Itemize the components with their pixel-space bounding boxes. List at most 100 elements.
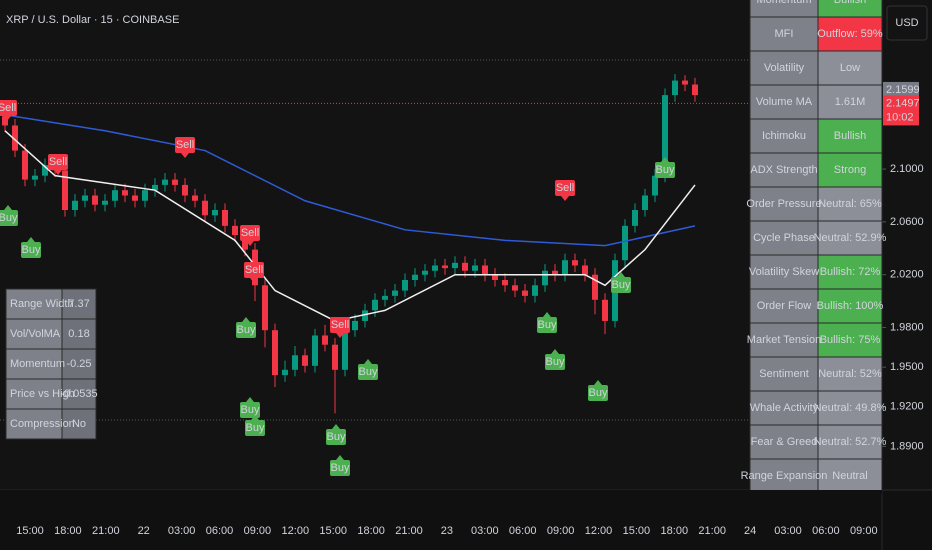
signal-label: Sell	[241, 227, 259, 239]
signal-pointer	[246, 397, 254, 402]
signal-pointer	[242, 317, 250, 322]
table-value: Neutral	[832, 470, 867, 482]
table-cell	[749, 186, 819, 222]
signal-label: Buy	[237, 324, 256, 336]
x-tick-label: 12:00	[282, 525, 310, 537]
candle-body	[172, 179, 178, 185]
table-value: Bullish: 75%	[820, 334, 881, 346]
candle-body	[502, 280, 508, 286]
candle-body	[662, 95, 668, 176]
candle-body	[132, 195, 138, 201]
table-value: Bullish: 72%	[820, 266, 881, 278]
signal-box	[245, 420, 265, 436]
signal-pointer	[336, 455, 344, 460]
signal: Buy	[245, 415, 265, 436]
table-label: Order Flow	[757, 300, 811, 312]
signal-label: Sell	[556, 182, 574, 194]
table-value: Low	[840, 62, 860, 74]
signal: Sell	[555, 180, 575, 201]
table-value: -0.0535	[60, 388, 97, 400]
candle-body	[352, 320, 358, 331]
x-tick-label: 06:00	[509, 525, 537, 537]
signal-pointer	[246, 241, 254, 246]
candle-body	[292, 355, 298, 370]
signal-label: Buy	[0, 212, 18, 224]
signal-pointer	[332, 424, 340, 429]
candle-body	[272, 330, 278, 376]
signal-pointer	[181, 153, 189, 158]
time-axis-bg	[0, 490, 932, 550]
candle-body	[692, 84, 698, 96]
signal-label: Buy	[331, 462, 350, 474]
signal-pointer	[54, 170, 62, 175]
candle-body	[332, 344, 338, 370]
candle-body	[72, 200, 78, 210]
x-tick-label: 09:00	[547, 525, 575, 537]
candle-body	[472, 265, 478, 271]
signal: Buy	[0, 205, 18, 226]
table-value: No	[72, 418, 86, 430]
candle-body	[412, 274, 418, 280]
signal: Buy	[537, 312, 557, 333]
table-label: Volatility Skew	[749, 266, 819, 278]
table-label: Market Tension	[747, 334, 821, 346]
signal: Buy	[21, 237, 41, 258]
price-tag-label: 2.1497	[886, 97, 920, 109]
candle-body	[12, 125, 18, 151]
x-tick-label: 09:00	[850, 525, 878, 537]
price-tag	[883, 81, 919, 98]
candle-body	[112, 190, 118, 201]
signal-label: Buy	[246, 422, 265, 434]
candle-body	[582, 265, 588, 275]
signal-box	[537, 317, 557, 333]
signal-box	[330, 460, 350, 476]
candle-body	[382, 295, 388, 300]
table-label: Range Expansion	[741, 470, 828, 482]
candle-body	[342, 330, 348, 370]
signal-label: Sell	[49, 156, 67, 168]
table-value: Neutral: 49.8%	[814, 402, 887, 414]
currency-button[interactable]	[886, 5, 928, 41]
signal: Sell	[48, 154, 68, 175]
x-tick-label: 03:00	[471, 525, 499, 537]
candle-body	[462, 262, 468, 271]
signal-box	[175, 137, 195, 153]
signal-pointer	[561, 196, 569, 201]
signal: Buy	[655, 157, 675, 178]
candle-body	[192, 195, 198, 201]
signal-pointer	[594, 380, 602, 385]
table-value: Outflow: 59%	[817, 28, 883, 40]
table-label: Price vs High	[10, 388, 75, 400]
table-cell	[5, 378, 63, 410]
table-label: Momentum	[756, 0, 811, 6]
table-value: Strong	[834, 164, 866, 176]
candle-body	[242, 235, 248, 250]
table-cell	[817, 220, 883, 256]
x-tick-label: 06:00	[812, 525, 840, 537]
candle-body	[62, 170, 68, 210]
table-label: Sentiment	[759, 368, 809, 380]
candle-body	[182, 184, 188, 196]
table-cell	[5, 348, 63, 380]
table-label: Range Width	[10, 298, 74, 310]
moving-average	[4, 130, 696, 322]
signal-box	[545, 354, 565, 370]
x-tick-label: 18:00	[54, 525, 82, 537]
signal-box	[655, 162, 675, 178]
signal-pointer	[3, 116, 11, 121]
table-cell	[817, 186, 883, 222]
table-label: Fear & Greed	[751, 436, 818, 448]
candle-body	[432, 265, 438, 271]
signal-pointer	[661, 157, 669, 162]
table-cell	[5, 408, 63, 440]
signal-box	[244, 262, 264, 278]
table-cell	[749, 424, 819, 460]
signal-box	[240, 225, 260, 241]
y-tick-label: 1.9800	[890, 321, 924, 333]
table-label: Vol/VolMA	[10, 328, 61, 340]
currency-label[interactable]: USD	[895, 17, 918, 29]
candle-body	[82, 195, 88, 201]
candle-body	[42, 165, 48, 176]
signal: Buy	[326, 424, 346, 445]
